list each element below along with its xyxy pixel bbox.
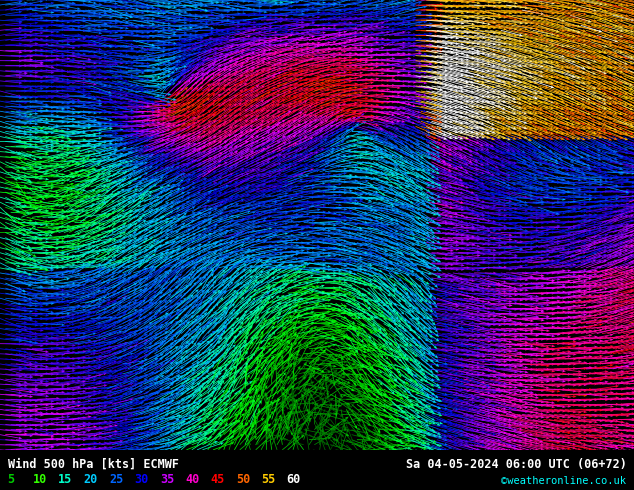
Text: 10: 10 [33, 473, 47, 486]
Text: 25: 25 [109, 473, 123, 486]
Text: 5: 5 [8, 473, 15, 486]
Text: 35: 35 [160, 473, 174, 486]
Text: Sa 04-05-2024 06:00 UTC (06+72): Sa 04-05-2024 06:00 UTC (06+72) [406, 458, 626, 471]
Text: 40: 40 [185, 473, 199, 486]
Text: ©weatheronline.co.uk: ©weatheronline.co.uk [501, 476, 626, 486]
Text: 15: 15 [58, 473, 72, 486]
Text: 60: 60 [287, 473, 301, 486]
Text: Wind 500 hPa [kts] ECMWF: Wind 500 hPa [kts] ECMWF [8, 458, 179, 471]
Text: 45: 45 [210, 473, 224, 486]
Text: 30: 30 [134, 473, 148, 486]
Text: 20: 20 [84, 473, 98, 486]
Text: 50: 50 [236, 473, 250, 486]
Text: 55: 55 [261, 473, 275, 486]
